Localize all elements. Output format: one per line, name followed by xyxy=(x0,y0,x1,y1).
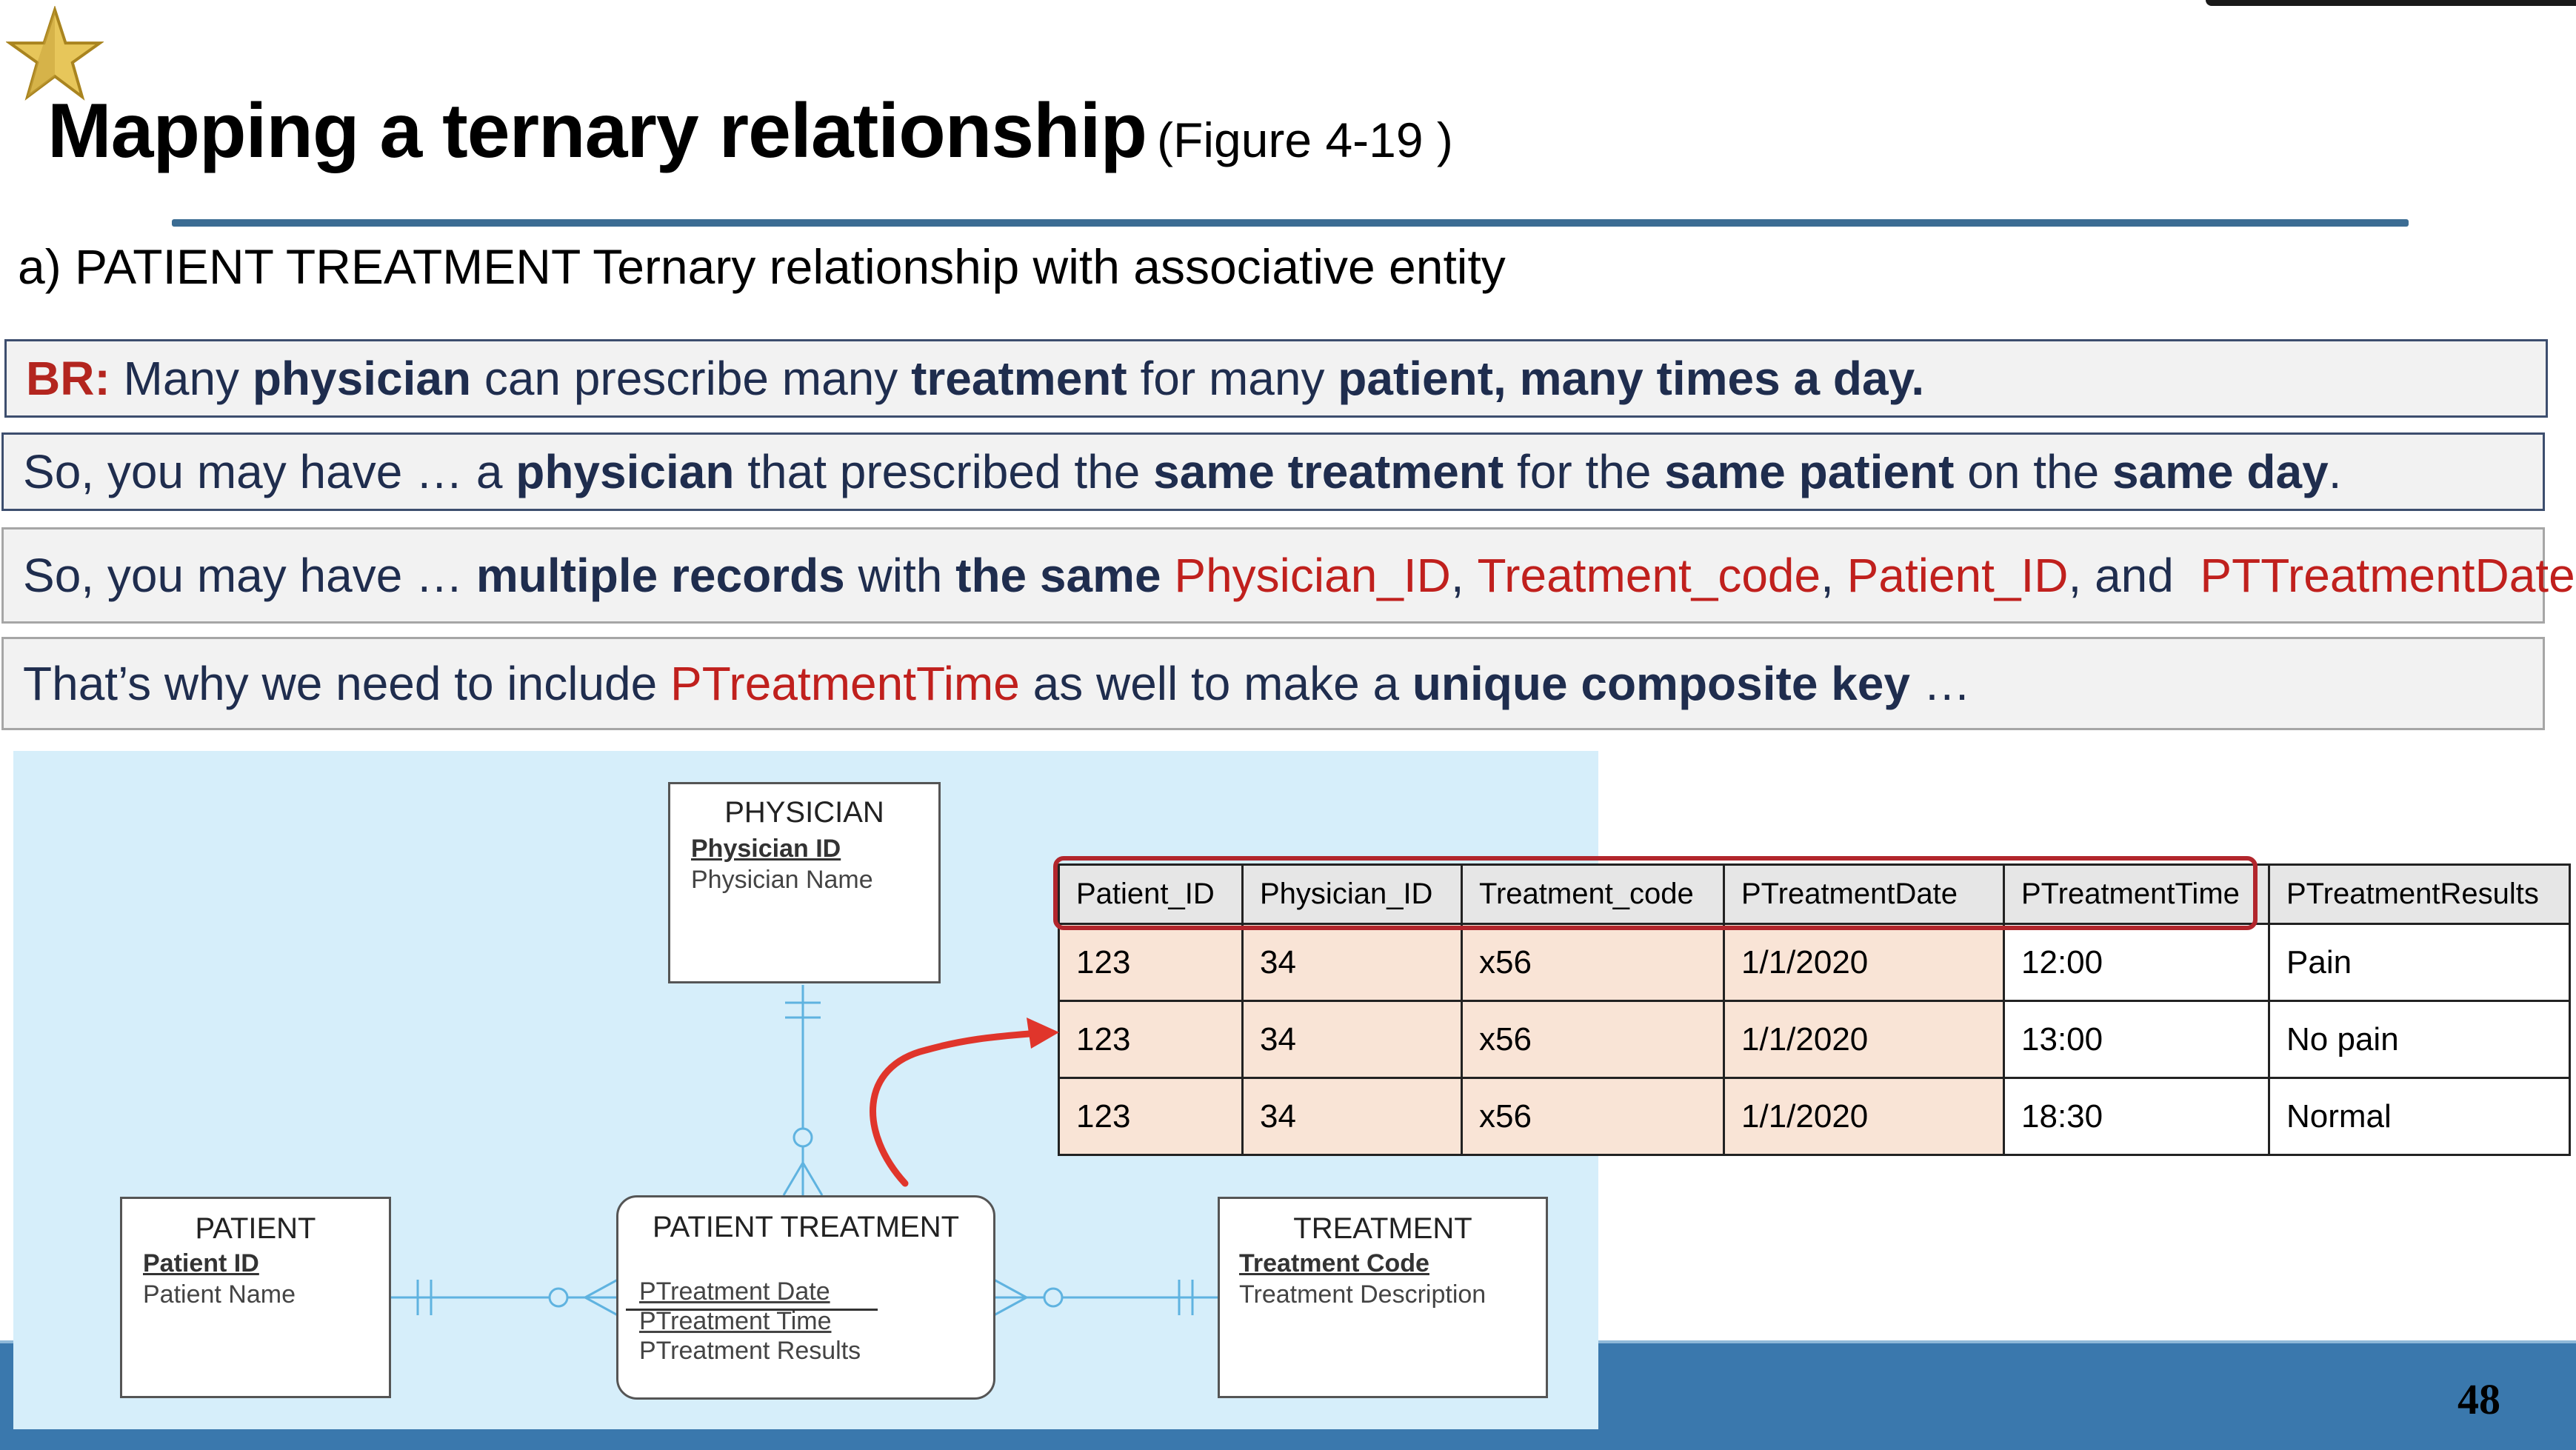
table-cell: 1/1/2020 xyxy=(1723,1077,2005,1156)
slide-title: Mapping a ternary relationship (Figure 4-… xyxy=(47,88,1453,174)
table-cell: 1/1/2020 xyxy=(1723,923,2005,1002)
same-day-note-box: So, you may have … a physician that pres… xyxy=(1,432,2545,511)
page-number: 48 xyxy=(2457,1375,2500,1423)
column-header-ptreatment-date: PTreatmentDate xyxy=(1723,863,2005,925)
treatment-description-attribute: Treatment Description xyxy=(1239,1280,1486,1309)
table-row: 123 34 x56 1/1/2020 13:00 No pain xyxy=(1058,1000,2571,1079)
gold-star-icon xyxy=(6,6,104,101)
table-header-row: Patient_ID Physician_ID Treatment_code P… xyxy=(1058,863,2571,925)
table-cell: x56 xyxy=(1461,1000,1725,1079)
treatment-entity-name: TREATMENT xyxy=(1293,1212,1472,1245)
patient-entity: PATIENT Patient ID Patient Name xyxy=(120,1197,391,1398)
physician-entity-name: PHYSICIAN xyxy=(724,796,884,829)
physician-name-attribute: Physician Name xyxy=(691,866,873,894)
ptreatment-results-attribute: PTreatment Results xyxy=(639,1337,861,1365)
column-header-treatment-code: Treatment_code xyxy=(1461,863,1725,925)
table-cell: 123 xyxy=(1058,923,1244,1002)
column-header-ptreatment-time: PTreatmentTime xyxy=(2003,863,2270,925)
table-cell: 34 xyxy=(1241,1077,1463,1156)
table-cell: 18:30 xyxy=(2003,1077,2270,1156)
ptreatment-time-attribute: PTreatment Time xyxy=(639,1307,832,1335)
patient-name-attribute: Patient Name xyxy=(143,1280,296,1309)
table-cell: 13:00 xyxy=(2003,1000,2270,1079)
top-right-bar xyxy=(2206,0,2576,6)
title-underline xyxy=(172,219,2409,227)
patient-id-attribute: Patient ID xyxy=(143,1249,259,1277)
table-row: 123 34 x56 1/1/2020 18:30 Normal xyxy=(1058,1077,2571,1156)
key-separator-line xyxy=(626,1309,878,1311)
table-cell: 34 xyxy=(1241,923,1463,1002)
composite-key-highlight xyxy=(1053,856,2258,930)
table-cell: 123 xyxy=(1058,1077,1244,1156)
composite-key-box: That’s why we need to include PTreatment… xyxy=(1,637,2545,730)
table-cell: No pain xyxy=(2268,1000,2571,1079)
physician-id-attribute: Physician ID xyxy=(691,835,841,863)
patient-treatment-associative-entity: PATIENT TREATMENT PTreatment Date PTreat… xyxy=(616,1195,995,1400)
ptreatment-date-attribute: PTreatment Date xyxy=(639,1277,830,1306)
business-rule-box: BR: Many physician can prescribe many tr… xyxy=(4,339,2548,418)
table-cell: Normal xyxy=(2268,1077,2571,1156)
table-cell: x56 xyxy=(1461,923,1725,1002)
patient-entity-name: PATIENT xyxy=(195,1212,316,1245)
column-header-patient-id: Patient_ID xyxy=(1058,863,1244,925)
physician-entity: PHYSICIAN Physician ID Physician Name xyxy=(668,782,941,983)
slide-subtitle: a) PATIENT TREATMENT Ternary relationshi… xyxy=(18,239,1506,294)
column-header-ptreatment-results: PTreatmentResults xyxy=(2268,863,2571,925)
multiple-records-box: So, you may have … multiple records with… xyxy=(1,527,2575,624)
table-cell: 34 xyxy=(1241,1000,1463,1079)
table-row: 123 34 x56 1/1/2020 12:00 Pain xyxy=(1058,923,2571,1002)
treatment-entity: TREATMENT Treatment Code Treatment Descr… xyxy=(1218,1197,1548,1398)
er-relationship-lines xyxy=(390,985,1219,1317)
treatment-code-attribute: Treatment Code xyxy=(1239,1249,1429,1277)
table-cell: 123 xyxy=(1058,1000,1244,1079)
table-cell: 1/1/2020 xyxy=(1723,1000,2005,1079)
column-header-physician-id: Physician_ID xyxy=(1241,863,1463,925)
patient-treatment-entity-name: PATIENT TREATMENT xyxy=(652,1211,960,1243)
patient-treatment-records-table: Patient_ID Physician_ID Treatment_code P… xyxy=(1058,863,2571,1156)
table-cell: x56 xyxy=(1461,1077,1725,1156)
table-cell: Pain xyxy=(2268,923,2571,1002)
figure-reference: (Figure 4-19 ) xyxy=(1157,113,1453,167)
table-cell: 12:00 xyxy=(2003,923,2270,1002)
